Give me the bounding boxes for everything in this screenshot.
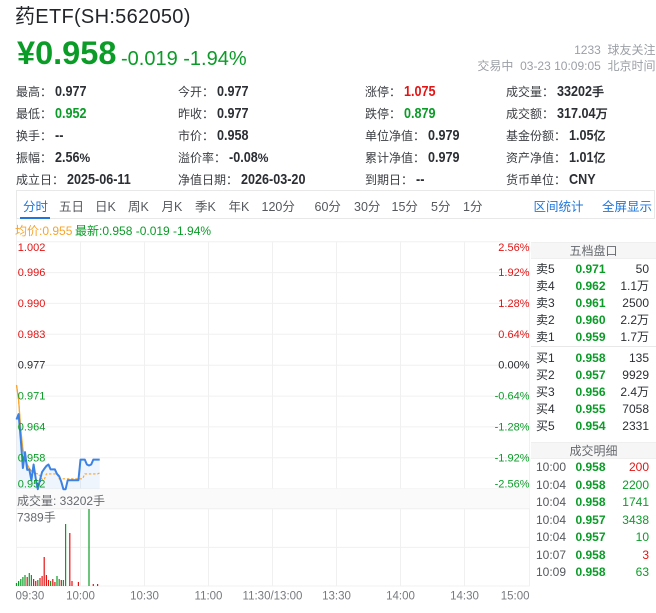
svg-text:0.990: 0.990 bbox=[18, 298, 46, 310]
svg-text:1.002: 1.002 bbox=[18, 242, 46, 254]
svg-text:-1.92%: -1.92% bbox=[495, 452, 530, 464]
svg-text:1.92%: 1.92% bbox=[498, 267, 529, 279]
svg-text:7389手: 7389手 bbox=[17, 509, 56, 526]
svg-text:14:00: 14:00 bbox=[386, 590, 415, 602]
svg-text:-2.56%: -2.56% bbox=[495, 479, 530, 491]
svg-text:-1.28%: -1.28% bbox=[495, 421, 530, 433]
svg-text:11:30/13:00: 11:30/13:00 bbox=[243, 590, 303, 602]
svg-text:13:30: 13:30 bbox=[322, 590, 351, 602]
svg-text:成交量: 33202手: 成交量: 33202手 bbox=[17, 492, 105, 509]
svg-text:10:30: 10:30 bbox=[130, 590, 159, 602]
svg-text:10:00: 10:00 bbox=[66, 590, 95, 602]
svg-text:0.952: 0.952 bbox=[18, 479, 46, 491]
svg-text:14:30: 14:30 bbox=[450, 590, 479, 602]
svg-text:-0.64%: -0.64% bbox=[495, 391, 530, 403]
svg-text:1.28%: 1.28% bbox=[498, 298, 529, 310]
svg-text:0.977: 0.977 bbox=[18, 360, 46, 372]
svg-text:0.958: 0.958 bbox=[18, 452, 46, 464]
svg-text:2.56%: 2.56% bbox=[498, 242, 529, 254]
svg-text:0.971: 0.971 bbox=[18, 391, 46, 403]
svg-text:0.64%: 0.64% bbox=[498, 329, 529, 341]
svg-text:0.983: 0.983 bbox=[18, 329, 46, 341]
svg-text:09:30: 09:30 bbox=[16, 590, 45, 602]
svg-text:11:00: 11:00 bbox=[195, 590, 223, 602]
svg-text:0.996: 0.996 bbox=[18, 267, 46, 279]
svg-text:0.00%: 0.00% bbox=[498, 360, 529, 372]
svg-text:0.964: 0.964 bbox=[18, 421, 46, 433]
svg-text:15:00: 15:00 bbox=[501, 590, 530, 602]
